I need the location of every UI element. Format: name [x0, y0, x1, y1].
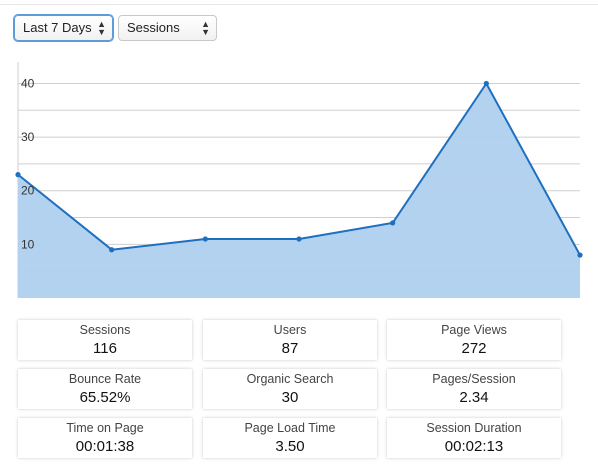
- data-point[interactable]: [390, 220, 396, 226]
- stat-value: 87: [281, 340, 299, 357]
- data-point[interactable]: [15, 172, 21, 178]
- data-point[interactable]: [577, 252, 583, 258]
- data-point[interactable]: [109, 247, 115, 253]
- stat-value: 30: [281, 389, 299, 406]
- data-point[interactable]: [202, 236, 208, 242]
- stat-label: Organic Search: [246, 372, 334, 386]
- date-range-value: Last 7 Days: [23, 20, 92, 35]
- stat-pages-per-session: Pages/Session 2.34: [387, 369, 561, 409]
- data-point[interactable]: [296, 236, 302, 242]
- stat-value: 00:02:13: [444, 438, 504, 455]
- stat-label: Time on Page: [66, 421, 144, 435]
- stat-page-load-time: Page Load Time 3.50: [203, 418, 377, 458]
- stat-label: Page Views: [441, 323, 507, 337]
- select-arrows-icon: ▲ ▼: [201, 19, 210, 37]
- stat-value: 2.34: [459, 389, 489, 406]
- stat-users: Users 87: [203, 320, 377, 360]
- stat-label: Sessions: [79, 323, 131, 337]
- y-tick-label: 30: [21, 130, 35, 144]
- stat-label: Users: [273, 323, 307, 337]
- stat-label: Bounce Rate: [68, 372, 142, 386]
- metric-select[interactable]: Sessions ▲ ▼: [118, 15, 217, 41]
- stat-time-on-page: Time on Page 00:01:38: [18, 418, 192, 458]
- stat-value: 272: [461, 340, 487, 357]
- date-range-select[interactable]: Last 7 Days ▲ ▼: [14, 15, 113, 41]
- stat-bounce-rate: Bounce Rate 65.52%: [18, 369, 192, 409]
- sessions-area-chart: 10 20 30 40: [15, 62, 583, 298]
- stat-sessions: Sessions 116: [18, 320, 192, 360]
- stat-organic-search: Organic Search 30: [203, 369, 377, 409]
- stat-value: 116: [93, 340, 117, 357]
- select-arrows-icon: ▲ ▼: [97, 19, 106, 37]
- sessions-chart: 10 20 30 40: [0, 56, 598, 300]
- y-tick-label: 20: [21, 184, 35, 198]
- y-tick-label: 10: [21, 237, 35, 251]
- y-tick-label: 40: [21, 76, 35, 90]
- stat-label: Pages/Session: [432, 372, 516, 386]
- stat-value: 00:01:38: [75, 438, 135, 455]
- stat-label: Session Duration: [426, 421, 522, 435]
- data-point[interactable]: [483, 80, 489, 87]
- top-divider: [0, 4, 598, 5]
- stat-label: Page Load Time: [244, 421, 336, 435]
- metric-value: Sessions: [127, 20, 180, 35]
- stat-value: 65.52%: [79, 389, 131, 406]
- stat-page-views: Page Views 272: [387, 320, 561, 360]
- stat-value: 3.50: [275, 438, 305, 455]
- stat-session-duration: Session Duration 00:02:13: [387, 418, 561, 458]
